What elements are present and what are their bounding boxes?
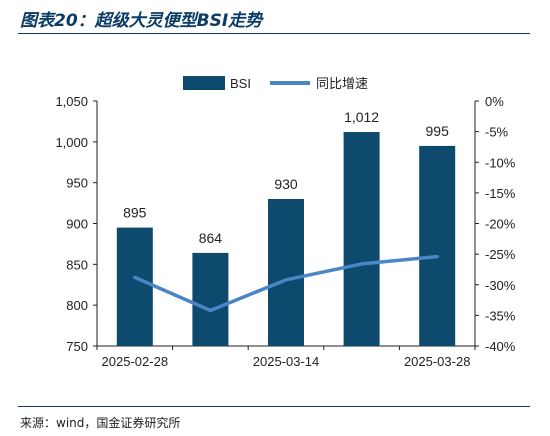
y-right-tick-label: -35% xyxy=(485,308,516,323)
yoy-point xyxy=(360,262,363,266)
y-right-tick-label: -40% xyxy=(485,339,516,354)
bsi-data-label: 1,012 xyxy=(344,109,379,125)
chart-title: 图表20：超级大灵便型BSI走势 xyxy=(20,11,263,31)
y-left-tick-label: 1,050 xyxy=(55,94,88,109)
bsi-data-label: 895 xyxy=(123,205,147,221)
legend-bsi-swatch xyxy=(183,76,225,90)
x-tick-label: 2025-03-14 xyxy=(253,354,320,369)
bars xyxy=(116,132,456,346)
legend: BSI 同比增速 xyxy=(183,76,368,91)
y-left-tick-label: 900 xyxy=(66,217,88,232)
y-right-tick-label: -10% xyxy=(485,155,516,170)
bsi-bar xyxy=(192,252,229,346)
bsi-data-label: 995 xyxy=(426,123,450,139)
y-right-tick-label: -15% xyxy=(485,186,516,201)
y-right-tick-label: -25% xyxy=(485,247,516,262)
x-tick-label: 2025-03-28 xyxy=(404,354,471,369)
y-right-tick-label: -30% xyxy=(485,278,516,293)
yoy-point xyxy=(209,309,212,312)
yoy-point xyxy=(133,276,136,279)
bsi-chart: BSI 同比增速 750 800 850 900 950 1,000 1,050 0% -5% -… xyxy=(55,76,516,369)
yoy-point xyxy=(436,255,439,258)
y-left-tick-label: 850 xyxy=(66,257,88,272)
source-rule xyxy=(18,406,530,407)
legend-bsi-label: BSI xyxy=(230,76,251,91)
y-right-tick-label: -20% xyxy=(485,217,516,232)
title-rule xyxy=(18,33,530,34)
y-left-tick-label: 800 xyxy=(66,298,88,313)
bsi-bar xyxy=(343,132,380,346)
axes: 750 800 850 900 950 1,000 1,050 0% -5% -10% -15% -2… xyxy=(55,94,515,369)
x-tick-label: 2025-02-28 xyxy=(102,354,169,369)
y-left-tick-label: 1,000 xyxy=(55,135,88,150)
bsi-bar xyxy=(116,227,153,346)
bsi-data-label: 864 xyxy=(199,230,223,246)
bsi-data-label: 930 xyxy=(274,176,298,192)
legend-yoy-label: 同比增速 xyxy=(316,76,368,91)
source-note: 来源：wind，国金证券研究所 xyxy=(20,416,181,430)
y-left-tick-label: 750 xyxy=(66,339,88,354)
yoy-point xyxy=(284,278,288,282)
bsi-bar xyxy=(419,145,456,346)
y-right-tick-label: -5% xyxy=(485,125,509,140)
y-left-tick-label: 950 xyxy=(66,176,88,191)
y-right-tick-label: 0% xyxy=(485,94,504,109)
bsi-bar xyxy=(268,199,304,346)
data-labels: 895 864 930 1,012 995 xyxy=(123,109,449,246)
yoy-line-group xyxy=(133,254,439,313)
